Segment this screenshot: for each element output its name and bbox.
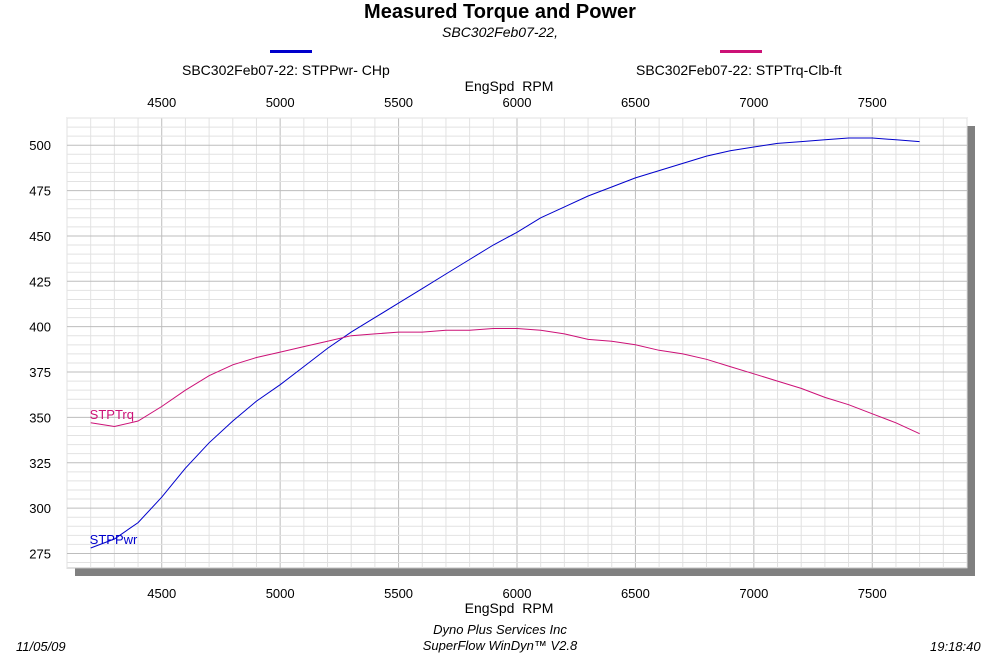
y-tick-label: 450 [29,229,51,244]
series-lines [90,137,920,549]
series-labels: STPPwr STPTrq [90,407,138,547]
x-tick-label-top: 7500 [858,95,887,110]
x-tick-label-bottom: 6500 [621,586,650,601]
footer-software: SuperFlow WinDyn™ V2.8 [422,638,578,653]
x-tick-label-bottom: 5500 [384,586,413,601]
x-axis-title-top: EngSpd RPM [464,78,554,94]
x-tick-label-bottom: 6000 [503,586,532,601]
series-line-power [90,137,920,549]
x-tick-label-bottom: 7000 [739,586,768,601]
y-tick-label: 500 [29,138,51,153]
y-tick-label: 475 [29,184,51,199]
x-tick-label-bottom: 5000 [266,586,295,601]
chart-title: Measured Torque and Power [364,1,636,23]
tick-labels: 4500 4500 5000 5000 5500 5500 6000 6000 6500 6500… [29,95,886,601]
y-tick-label: 400 [29,320,51,335]
legend-label-torque: SBC302Feb07-22: STPTrq-Clb-ft [636,62,842,78]
y-tick-label: 375 [29,365,51,380]
series-label-power: STPPwr [90,532,138,547]
x-axis-title-bottom: EngSpd RPM [464,600,554,616]
y-tick-label: 275 [29,546,51,561]
legend-swatch-power [270,50,312,53]
y-tick-label: 350 [29,410,51,425]
legend-swatch-torque [720,50,762,53]
y-tick-label: 425 [29,274,51,289]
x-tick-label-top: 5500 [384,95,413,110]
x-tick-label-bottom: 7500 [858,586,887,601]
x-tick-label-top: 7000 [739,95,768,110]
footer-time: 19:18:40 [930,639,981,654]
y-tick-label: 325 [29,456,51,471]
series-line-torque [90,328,920,435]
series-label-torque: STPTrq [90,407,134,422]
footer-date: 11/05/09 [16,639,66,654]
x-tick-label-top: 6000 [503,95,532,110]
x-tick-label-top: 4500 [147,95,176,110]
legend-label-power: SBC302Feb07-22: STPPwr- CHp [182,62,390,78]
x-tick-label-bottom: 4500 [147,586,176,601]
x-tick-label-top: 5000 [266,95,295,110]
x-tick-label-top: 6500 [621,95,650,110]
footer-company: Dyno Plus Services Inc [433,622,567,637]
chart-subtitle: SBC302Feb07-22, [442,24,558,40]
y-tick-label: 300 [29,501,51,516]
